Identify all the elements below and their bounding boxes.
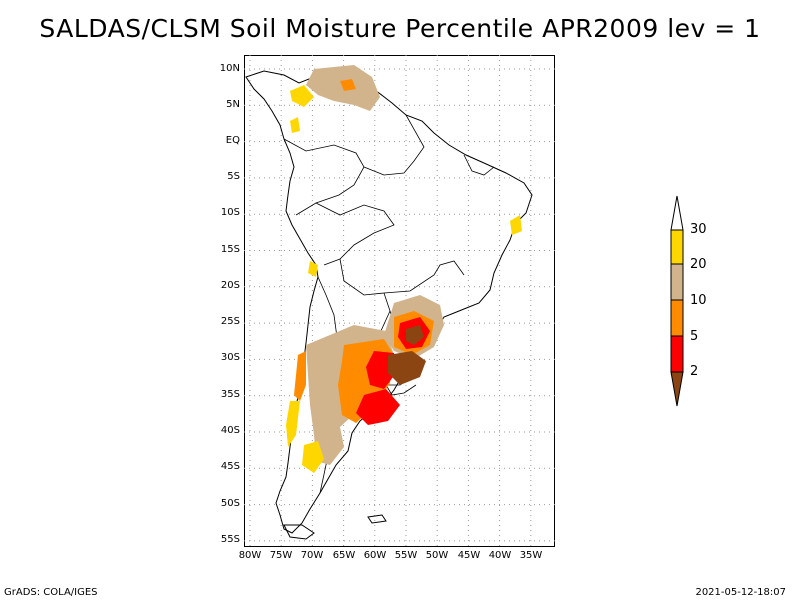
colorbar-band-10-5	[670, 299, 684, 337]
footer-timestamp: 2021-05-12-18:07	[695, 587, 786, 598]
lon-label: 55W	[394, 550, 418, 561]
map-canvas	[244, 55, 555, 547]
lon-label: 35W	[519, 550, 543, 561]
colorbar-label-30: 30	[690, 222, 707, 237]
patch-brazil-south-brown	[406, 325, 424, 345]
falkland-islands	[367, 514, 387, 524]
lon-label: 75W	[269, 550, 293, 561]
lat-label: 50S	[220, 498, 240, 509]
colorbar-band-30-20	[670, 229, 684, 265]
continent-outline	[245, 70, 533, 534]
lat-label: 10N	[219, 63, 240, 74]
lon-label: 70W	[300, 550, 324, 561]
patch-chile-orange	[294, 351, 306, 401]
map-title: SALDAS/CLSM Soil Moisture Percentile APR…	[39, 14, 761, 43]
soil-moisture-shading	[286, 65, 522, 473]
colorbar-label-2: 2	[690, 364, 699, 379]
lat-label: 30S	[220, 352, 240, 363]
lat-label: 45S	[220, 461, 240, 472]
patch-east-brazil-yellow	[510, 215, 522, 235]
colorbar	[670, 195, 684, 407]
map-panel: 10N 5N EQ 5S 10S 15S 20S 25S 30S 35S 40S…	[220, 55, 555, 561]
lon-label: 50W	[425, 550, 449, 561]
colorbar-label-5: 5	[690, 329, 699, 344]
colorbar-band-20-10	[670, 263, 684, 301]
colorbar-bottom-cap	[670, 371, 684, 407]
lon-label: 40W	[488, 550, 512, 561]
lat-label: 5S	[227, 171, 240, 182]
lat-label: 15S	[220, 244, 240, 255]
patch-north-yellow	[290, 85, 314, 107]
patch-west-brazil-yellow	[308, 261, 318, 277]
colorbar-label-10: 10	[690, 293, 707, 308]
lat-label: 10S	[220, 207, 240, 218]
lon-label: 60W	[363, 550, 387, 561]
patch-uruguay-brown	[388, 351, 426, 385]
colorbar-label-20: 20	[690, 257, 707, 272]
lat-label: EQ	[225, 135, 240, 146]
lat-label: 20S	[220, 280, 240, 291]
map-border	[244, 55, 555, 547]
patch-chile-yellow	[286, 401, 300, 447]
lon-label: 65W	[332, 550, 356, 561]
lat-label: 25S	[220, 316, 240, 327]
lon-label: 80W	[238, 550, 262, 561]
patch-colombia-yellow	[290, 117, 300, 133]
lon-label: 45W	[457, 550, 481, 561]
lat-label: 40S	[220, 425, 240, 436]
lat-label: 5N	[226, 99, 240, 110]
footer-credit: GrADS: COLA/IGES	[4, 587, 98, 598]
tierra-del-fuego	[283, 524, 315, 540]
patch-patagonia-yellow	[302, 441, 324, 473]
patch-north-orange	[340, 79, 356, 91]
patch-buenos-aires-red	[356, 389, 400, 425]
lat-label: 55S	[220, 534, 240, 545]
lat-label: 35S	[220, 389, 240, 400]
colorbar-top-cap	[670, 195, 684, 231]
colorbar-band-5-2	[670, 335, 684, 373]
